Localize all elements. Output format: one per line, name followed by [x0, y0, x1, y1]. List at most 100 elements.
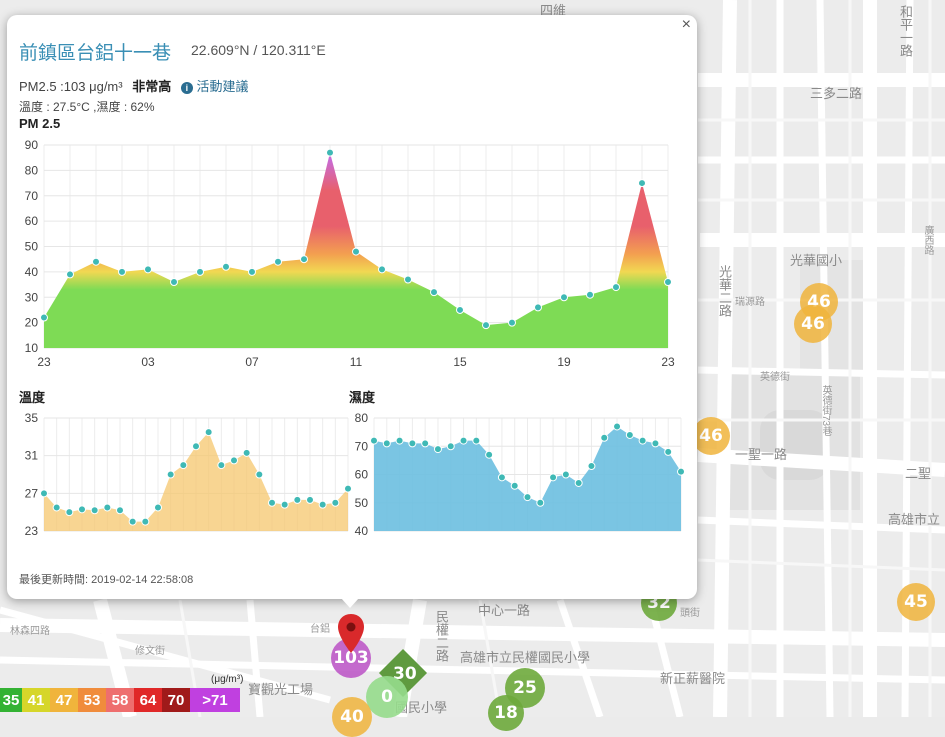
data-point[interactable] [382, 439, 391, 448]
data-point[interactable] [574, 478, 583, 487]
data-point[interactable] [497, 473, 506, 482]
data-point[interactable] [274, 257, 282, 266]
data-point[interactable] [612, 283, 620, 292]
data-point[interactable] [549, 473, 558, 482]
advice-label: 活動建議 [196, 79, 249, 94]
data-point[interactable] [196, 267, 204, 276]
data-point[interactable] [378, 265, 386, 274]
map-label-guangxi: 廣西路 [922, 225, 933, 255]
data-point[interactable] [638, 179, 646, 188]
data-point[interactable] [433, 445, 442, 454]
data-point[interactable] [230, 456, 238, 465]
data-point[interactable] [352, 247, 360, 256]
location-pin-icon[interactable] [337, 613, 365, 655]
map-label-guanghua-school: 光華國小 [790, 253, 843, 268]
aq-marker[interactable]: 40 [332, 697, 372, 737]
data-point[interactable] [482, 321, 490, 330]
data-point[interactable] [40, 489, 48, 498]
data-point[interactable] [52, 503, 61, 512]
data-point[interactable] [344, 484, 352, 493]
data-point[interactable] [677, 467, 685, 476]
data-point[interactable] [600, 433, 609, 442]
data-point[interactable] [408, 439, 417, 448]
data-point[interactable] [90, 506, 99, 515]
pm-summary: PM2.5 :103 μg/m³ 非常高 i 活動建議 [19, 76, 249, 95]
data-point[interactable] [255, 470, 264, 479]
data-point[interactable] [664, 278, 672, 287]
data-point[interactable] [92, 257, 100, 266]
data-point[interactable] [306, 495, 314, 504]
aq-marker[interactable]: 45 [897, 583, 935, 621]
data-point[interactable] [587, 462, 596, 471]
data-point[interactable] [459, 436, 468, 445]
data-point[interactable] [472, 436, 481, 445]
data-point[interactable] [485, 450, 494, 459]
data-point[interactable] [508, 318, 516, 327]
data-point[interactable] [128, 517, 137, 526]
data-point[interactable] [510, 481, 519, 490]
data-point[interactable] [217, 461, 226, 470]
map-label-ersheng: 二聖 [905, 466, 932, 481]
legend-item: 70 [162, 688, 190, 712]
aq-marker[interactable]: 46 [794, 305, 832, 343]
close-icon[interactable]: × [681, 16, 691, 33]
data-point[interactable] [144, 265, 152, 274]
data-point[interactable] [523, 493, 532, 502]
data-point[interactable] [625, 430, 634, 439]
data-point[interactable] [404, 275, 412, 284]
station-coords: 22.609°N / 120.311°E [191, 42, 326, 58]
data-point[interactable] [664, 447, 673, 456]
data-point[interactable] [40, 313, 48, 322]
aq-marker[interactable]: 46 [692, 417, 730, 455]
aq-marker[interactable]: 0 [366, 676, 408, 718]
data-point[interactable] [318, 500, 327, 509]
temp-chart-title: 溫度 [19, 390, 46, 405]
data-point[interactable] [268, 498, 276, 507]
aq-marker[interactable]: 18 [488, 695, 524, 731]
data-point[interactable] [103, 503, 112, 512]
data-point[interactable] [534, 303, 542, 312]
data-point[interactable] [179, 461, 188, 470]
data-point[interactable] [65, 508, 74, 517]
data-point[interactable] [638, 436, 647, 445]
data-point[interactable] [192, 442, 200, 451]
data-point[interactable] [242, 448, 251, 457]
data-point[interactable] [395, 436, 404, 445]
data-point[interactable] [78, 505, 86, 514]
advice-link[interactable]: i 活動建議 [180, 79, 249, 94]
data-point[interactable] [280, 500, 289, 509]
map-label-tailv: 台鋁 [310, 624, 330, 635]
data-point[interactable] [293, 495, 302, 504]
data-point[interactable] [166, 470, 175, 479]
y-tick-label: 40 [25, 265, 39, 279]
map-label-kaohsiung: 高雄市立 [888, 512, 941, 527]
data-point[interactable] [613, 422, 622, 431]
data-point[interactable] [331, 498, 340, 507]
data-point[interactable] [222, 262, 230, 271]
data-point[interactable] [300, 255, 308, 264]
data-point[interactable] [170, 278, 178, 287]
data-point[interactable] [66, 270, 74, 279]
data-point[interactable] [248, 267, 256, 276]
data-point[interactable] [370, 436, 378, 445]
data-point[interactable] [141, 517, 150, 526]
station-popup: × 前鎮區台鋁十一巷 22.609°N / 120.311°E PM2.5 :1… [7, 15, 697, 599]
legend-unit: (μg/m³) [211, 674, 244, 685]
data-point[interactable] [118, 267, 126, 276]
data-point[interactable] [204, 428, 213, 437]
data-point[interactable] [326, 148, 334, 157]
x-tick-label: 15 [453, 355, 467, 369]
data-point[interactable] [586, 290, 594, 299]
data-point[interactable] [154, 503, 162, 512]
data-point[interactable] [456, 305, 464, 314]
data-point[interactable] [561, 470, 570, 479]
data-point[interactable] [651, 439, 660, 448]
data-point[interactable] [560, 293, 568, 302]
data-point[interactable] [446, 442, 455, 451]
station-title: 前鎮區台鋁十一巷 [19, 43, 172, 64]
pm-legend: 35 41 47 53 58 64 70 >71 [0, 688, 240, 712]
data-point[interactable] [116, 506, 124, 515]
data-point[interactable] [430, 288, 438, 297]
data-point[interactable] [421, 439, 430, 448]
data-point[interactable] [536, 498, 545, 507]
